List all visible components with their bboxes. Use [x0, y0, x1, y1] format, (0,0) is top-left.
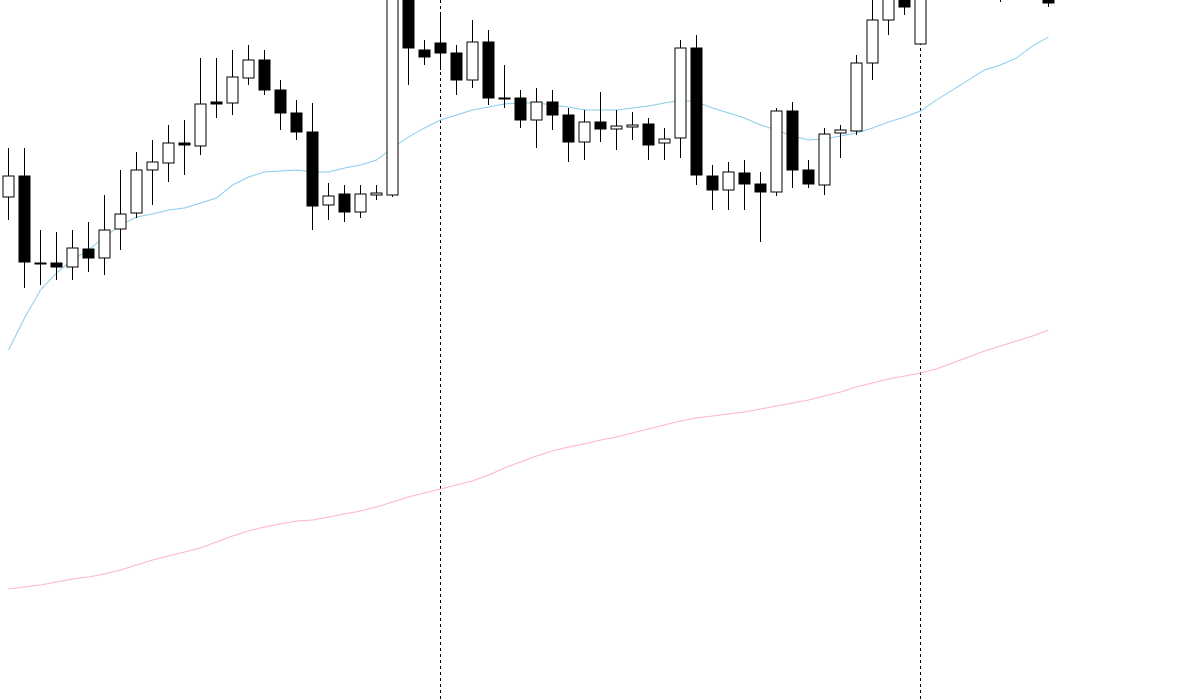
candle-body: [338, 193, 351, 213]
candle-body: [274, 89, 287, 114]
candle-body: [482, 41, 495, 99]
candle-body: [242, 59, 255, 79]
candle-body: [322, 195, 335, 206]
candle-body: [626, 124, 639, 128]
candle-body: [562, 114, 575, 143]
candle-body: [162, 142, 175, 164]
candle-body: [898, 0, 911, 8]
candle-body: [434, 42, 447, 54]
candle-body: [642, 123, 655, 146]
candle-body: [34, 262, 47, 265]
candle-body: [450, 52, 463, 81]
candle-body: [258, 59, 271, 91]
candle-body: [98, 229, 111, 259]
candle-body: [818, 133, 831, 186]
candle-body: [706, 175, 719, 191]
candle-body: [2, 175, 15, 198]
candle-body: [66, 247, 79, 268]
candle-body: [370, 192, 383, 196]
candle-body: [418, 49, 431, 58]
candle-body: [690, 47, 703, 176]
candle-body: [578, 121, 591, 143]
candle-body: [226, 76, 239, 104]
candle-body: [18, 175, 31, 263]
candle-body: [658, 138, 671, 144]
candle-body: [594, 121, 607, 130]
candle-body: [146, 161, 159, 171]
candle-body: [114, 213, 127, 230]
candle-body: [354, 193, 367, 213]
candle-body: [514, 97, 527, 121]
plot-area: [2, 0, 1055, 590]
candle-body: [914, 0, 927, 45]
moving-average-line: [8, 36, 1049, 351]
candle-body: [722, 171, 735, 191]
candle-body: [290, 112, 303, 133]
candle-body: [386, 0, 399, 196]
candle-body: [130, 169, 143, 214]
candle-body: [546, 101, 559, 116]
candle-body: [210, 101, 223, 105]
candle-body: [866, 19, 879, 64]
moving-average-line: [8, 329, 1049, 590]
candle-body: [802, 169, 815, 185]
candle-body: [530, 101, 543, 121]
candle-body: [882, 0, 895, 21]
candle-body: [498, 97, 511, 100]
candle-body: [178, 142, 191, 146]
candle-body: [834, 129, 847, 134]
candle-body: [194, 103, 207, 147]
candle-body: [770, 110, 783, 193]
candle-body: [1042, 0, 1055, 4]
candle-body: [674, 47, 687, 139]
candle-body: [754, 183, 767, 193]
candle-body: [610, 125, 623, 130]
candle-body: [50, 262, 63, 268]
candle-body: [82, 248, 95, 259]
candle-body: [850, 62, 863, 132]
candle-body: [402, 0, 415, 49]
candle-body: [738, 172, 751, 185]
candle-body: [466, 41, 479, 81]
candle-body: [786, 110, 799, 171]
candle-body: [306, 131, 319, 207]
